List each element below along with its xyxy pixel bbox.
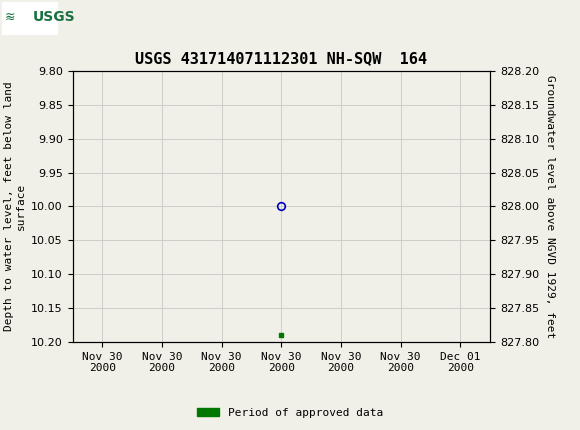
Text: USGS: USGS	[32, 10, 75, 24]
Text: ≋: ≋	[5, 11, 15, 24]
Y-axis label: Depth to water level, feet below land
surface: Depth to water level, feet below land su…	[4, 82, 26, 331]
Y-axis label: Groundwater level above NGVD 1929, feet: Groundwater level above NGVD 1929, feet	[545, 75, 554, 338]
FancyBboxPatch shape	[2, 2, 57, 34]
Title: USGS 431714071112301 NH-SQW  164: USGS 431714071112301 NH-SQW 164	[135, 51, 427, 66]
Legend: Period of approved data: Period of approved data	[193, 403, 387, 422]
